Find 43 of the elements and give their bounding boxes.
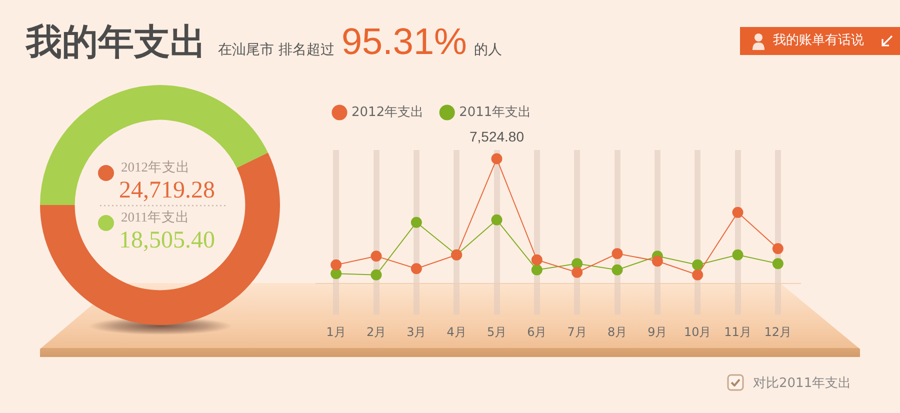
annotation: 7,524.80 (470, 128, 524, 145)
x-tick-label: 12月 (764, 324, 792, 339)
x-tick-label: 11月 (724, 324, 752, 339)
point (531, 254, 542, 266)
point (370, 269, 382, 280)
text: 在汕尾市 排名超过 95.31% 的人 (218, 21, 502, 62)
point (732, 249, 744, 260)
x-tick-label: 2月 (366, 324, 386, 339)
point (612, 264, 623, 276)
data-label: 18,505.40 (119, 227, 215, 254)
point (491, 153, 502, 164)
x-tick-label: 3月 (406, 324, 426, 339)
chart-title: 我的年支出 (26, 21, 206, 65)
x-tick-label: 6月 (527, 324, 547, 339)
legend-label: 2011年支出 (459, 104, 532, 120)
point (491, 214, 502, 226)
x-tick-label: 8月 (607, 324, 628, 339)
x-tick-label: 1月 (326, 324, 346, 339)
x-tick-label: 7月 (567, 324, 587, 339)
text: 对比2011年支出 (753, 375, 852, 392)
legend-label: 2012年支出 (352, 104, 424, 120)
point (732, 206, 744, 218)
point (370, 250, 382, 262)
legend-label: 2012年支出 (121, 160, 190, 175)
point (652, 256, 663, 267)
point (692, 259, 704, 270)
x-tick-label: 4月 (446, 324, 466, 339)
point (572, 266, 583, 278)
point (410, 216, 422, 228)
point (410, 263, 422, 274)
point (772, 243, 784, 254)
point (572, 258, 583, 270)
legend-label: 2011年支出 (121, 210, 190, 225)
x-tick-label: 9月 (648, 324, 668, 339)
point (612, 248, 623, 260)
x-tick-label: 10月 (684, 324, 712, 339)
point (692, 269, 704, 280)
text: 我的账单有话说 (773, 33, 864, 49)
point (772, 258, 784, 270)
x-tick-label: 5月 (486, 324, 507, 339)
data-label: 24,719.28 (119, 177, 215, 204)
point (330, 259, 342, 270)
point (531, 264, 542, 276)
